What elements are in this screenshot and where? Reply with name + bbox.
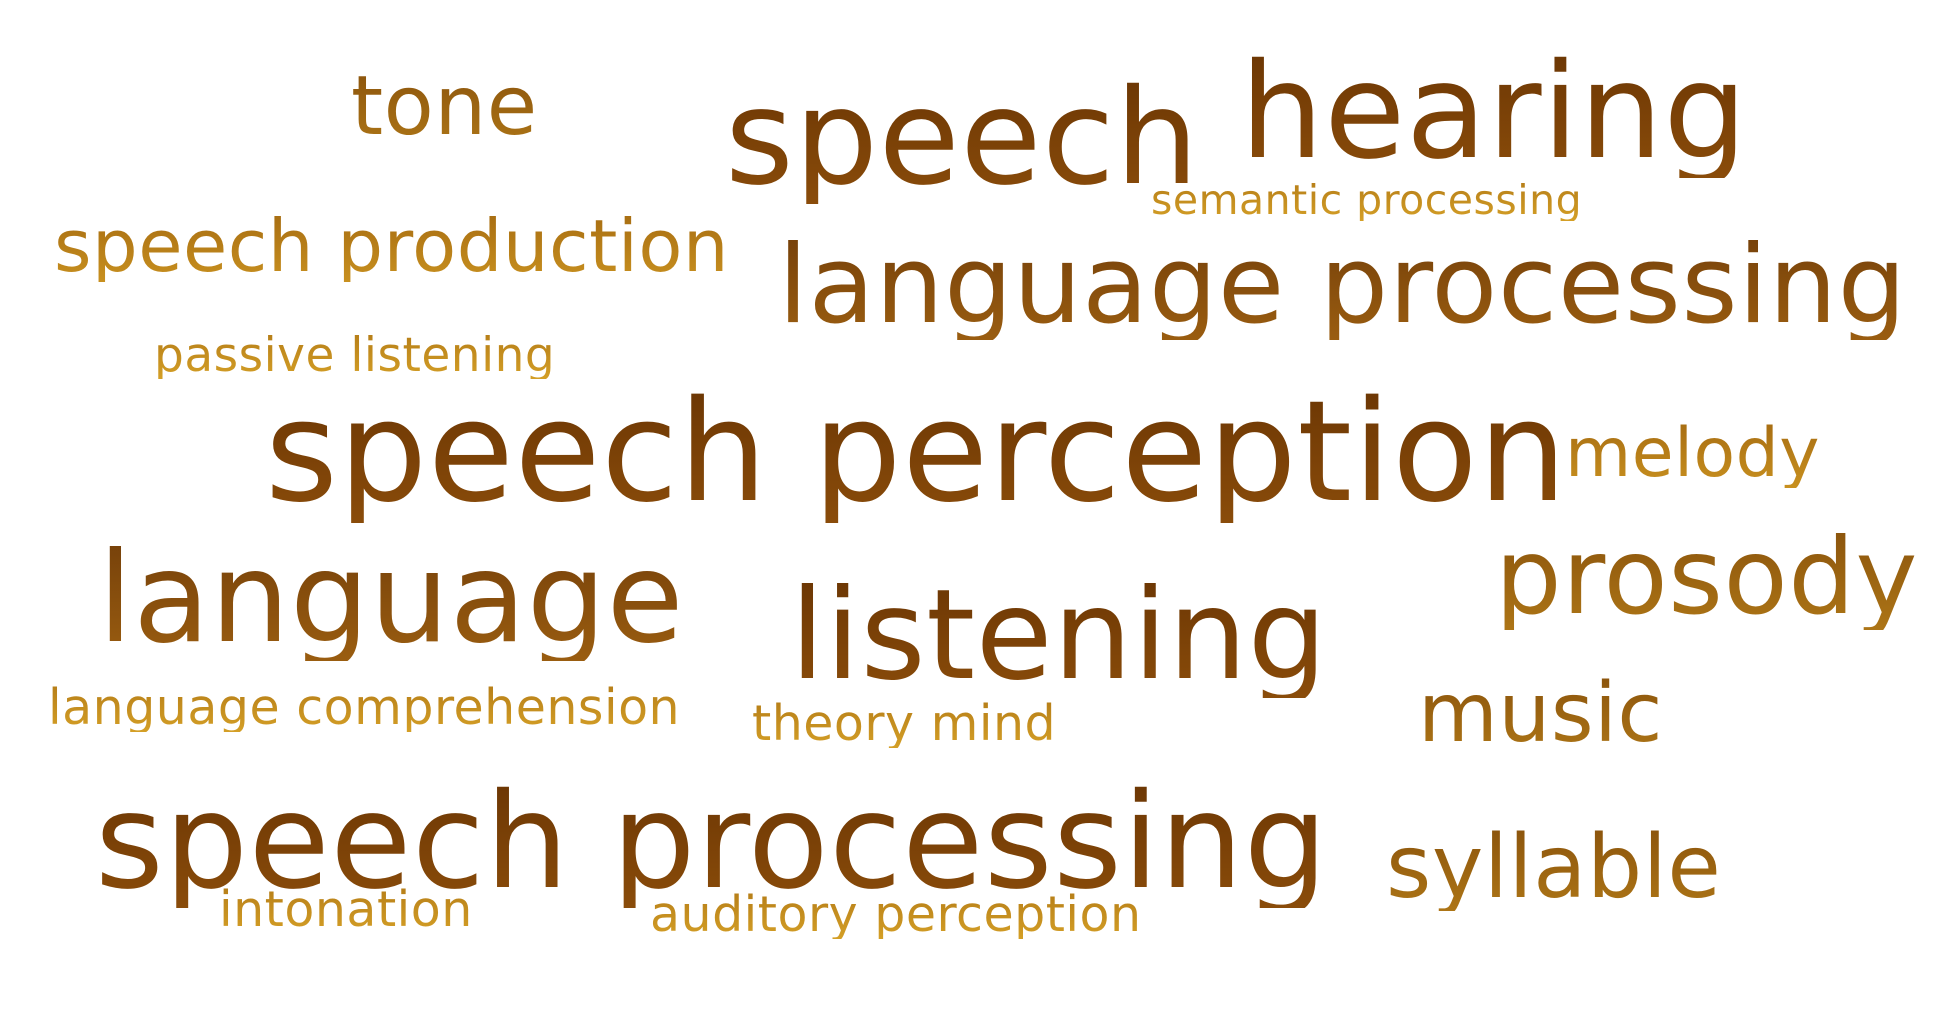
word-speech-perception: speech perception bbox=[265, 371, 1568, 534]
word-syllable: syllable bbox=[1386, 816, 1722, 918]
word-passive-listening: passive listening bbox=[154, 328, 556, 383]
word-language-comprehension: language comprehension bbox=[48, 679, 681, 736]
word-speech-processing: speech processing bbox=[95, 765, 1329, 919]
word-theory-mind: theory mind bbox=[752, 695, 1057, 752]
word-intonation: intonation bbox=[219, 881, 473, 938]
word-prosody: prosody bbox=[1495, 516, 1918, 638]
word-music: music bbox=[1418, 666, 1663, 761]
word-speech: speech bbox=[725, 61, 1200, 215]
word-semantic-processing: semantic processing bbox=[1151, 176, 1583, 224]
word-auditory-perception: auditory perception bbox=[650, 886, 1142, 943]
word-tone: tone bbox=[351, 59, 538, 154]
word-hearing: hearing bbox=[1240, 35, 1748, 189]
word-listening: listening bbox=[790, 563, 1328, 708]
word-language: language bbox=[98, 526, 684, 671]
word-speech-production: speech production bbox=[54, 204, 730, 288]
word-language-processing: language processing bbox=[778, 223, 1907, 348]
word-melody: melody bbox=[1565, 414, 1820, 493]
